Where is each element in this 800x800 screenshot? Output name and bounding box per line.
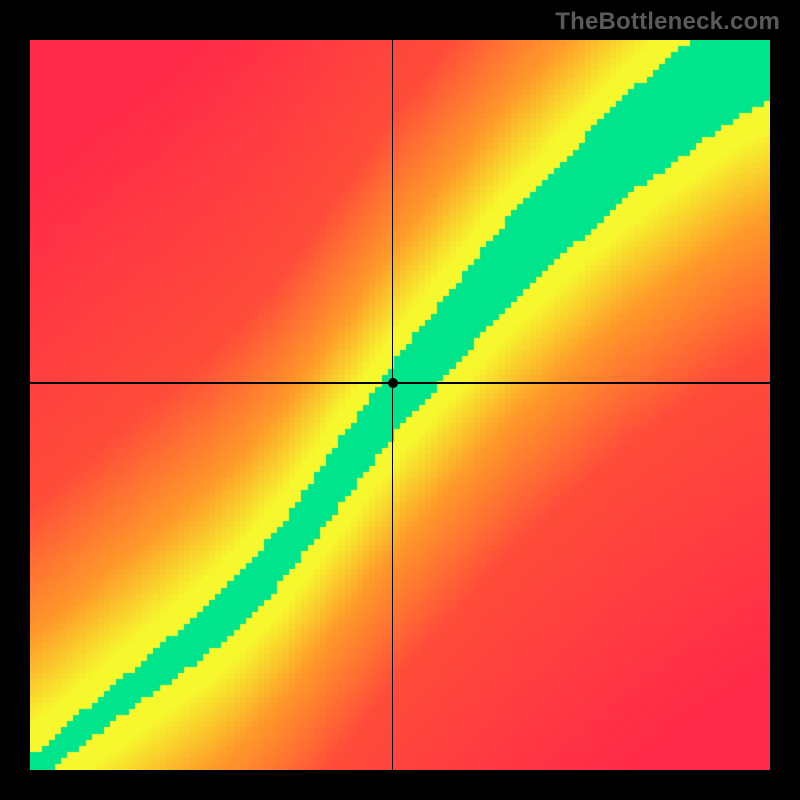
watermark-text: TheBottleneck.com xyxy=(555,8,780,36)
crosshair-vertical xyxy=(392,40,394,770)
crosshair-marker xyxy=(388,378,398,388)
bottleneck-heatmap xyxy=(30,40,770,770)
figure-frame: TheBottleneck.com xyxy=(0,0,800,800)
crosshair-horizontal xyxy=(30,382,770,384)
